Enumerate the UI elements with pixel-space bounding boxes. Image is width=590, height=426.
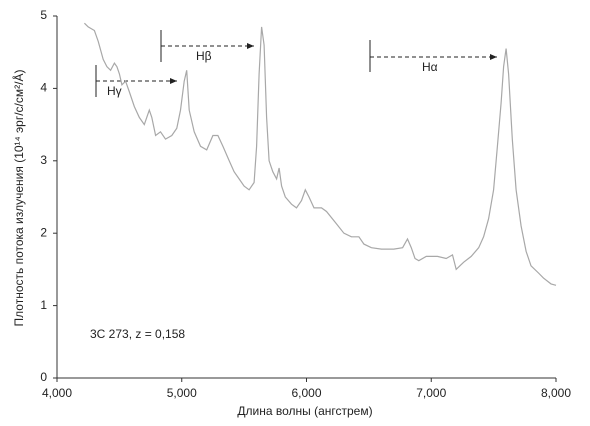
x-tick-label: 5,000 — [167, 386, 197, 400]
x-tick-label: 7,000 — [416, 386, 446, 400]
x-axis-label: Длина волны (ангстрем) — [237, 404, 372, 418]
y-tick-label: 5 — [40, 8, 47, 22]
x-tick-label: 8,000 — [541, 386, 571, 400]
x-tick-label: 4,000 — [42, 386, 72, 400]
y-axis-label: Плотность потока излучения (10¹⁴ эрг/с/с… — [11, 70, 26, 327]
y-tick-label: 3 — [40, 153, 47, 167]
annotation: Hγ — [107, 84, 122, 98]
y-tick-label: 1 — [40, 298, 47, 312]
y-tick-label: 4 — [40, 81, 47, 95]
y-tick-label: 2 — [40, 225, 47, 239]
annotation: Hα — [422, 60, 438, 74]
annotation: Hβ — [196, 49, 212, 63]
x-tick-label: 6,000 — [291, 386, 321, 400]
annotation: 3C 273, z = 0,158 — [90, 327, 185, 341]
y-tick-label: 0 — [40, 370, 47, 384]
spectrum-line — [83, 22, 557, 286]
